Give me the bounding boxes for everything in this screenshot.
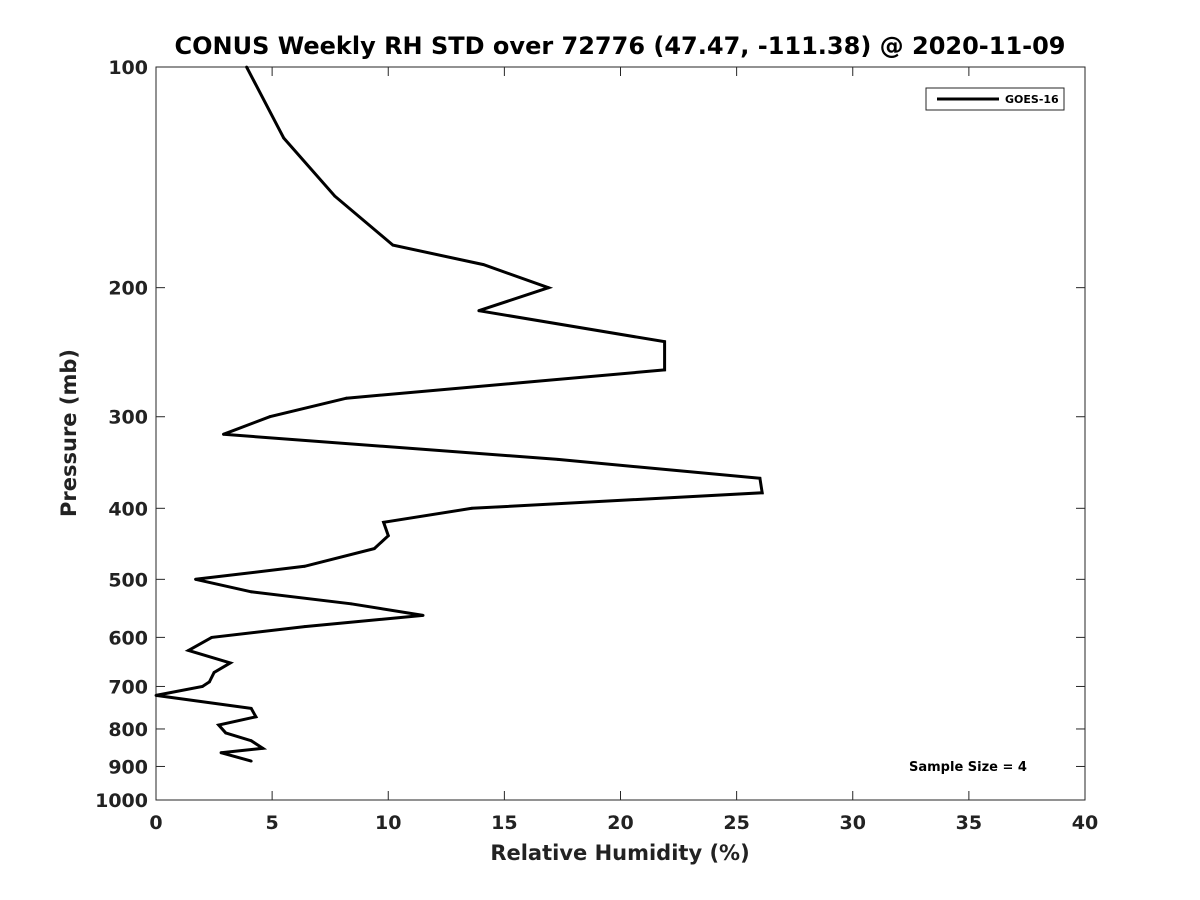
series-vertex-point	[386, 534, 390, 538]
x-tick-label: 15	[491, 812, 517, 834]
series-vertex-point	[187, 649, 190, 652]
series-vertex-point	[228, 661, 232, 665]
x-tick-label: 25	[723, 812, 749, 834]
series-vertex-point	[217, 723, 221, 727]
series-vertex-point	[470, 506, 474, 510]
series-vertex-point	[547, 286, 550, 290]
series-vertex-point	[194, 577, 197, 581]
series-vertex-point	[208, 680, 211, 684]
chart-title: CONUS Weekly RH STD over 72776 (47.47, -…	[174, 32, 1065, 60]
series-vertex-point	[303, 564, 306, 568]
series-vertex-point	[663, 340, 666, 344]
series-vertex-point	[249, 739, 253, 743]
series-vertex-point	[249, 759, 253, 763]
series-vertex-point	[556, 458, 560, 461]
series-vertex-point	[210, 636, 214, 639]
series-vertex-point	[268, 415, 272, 419]
series-vertex-point	[249, 707, 253, 710]
series-vertex-point	[372, 547, 376, 550]
x-tick-label: 0	[149, 812, 162, 834]
y-tick-label: 500	[108, 569, 148, 591]
x-tick-label: 35	[956, 812, 982, 834]
series-vertex-point	[282, 136, 286, 140]
series-vertex-point	[663, 368, 666, 372]
y-tick-label: 100	[108, 57, 148, 79]
series-vertex-point	[477, 309, 481, 313]
y-tick-label: 700	[108, 676, 148, 698]
y-tick-label: 200	[108, 278, 148, 300]
series-vertex-point	[254, 715, 258, 719]
ticks-layer: 0 5 10 15 20 25 30 35 40 100 200 300 400 500 600 700 800…	[95, 57, 1098, 834]
legend: GOES-16	[925, 87, 1065, 111]
series-vertex-point	[212, 671, 216, 674]
y-tick-label: 300	[108, 407, 148, 429]
series-vertex-point	[391, 243, 395, 247]
x-tick-label: 40	[1072, 812, 1098, 834]
legend-label-goes16: GOES-16	[1005, 93, 1059, 106]
series-vertex-point	[760, 491, 764, 495]
series-vertex-point	[201, 685, 204, 688]
series-vertex-point	[245, 65, 249, 69]
series-line-goes16	[155, 66, 764, 763]
series-vertex-point	[382, 520, 385, 524]
series-vertex-point	[482, 263, 485, 266]
series-vertex-point	[421, 614, 425, 617]
plot-area-frame	[155, 66, 1086, 801]
x-tick-label: 20	[607, 812, 633, 834]
series-vertex-point	[303, 625, 306, 628]
series-vertex-point	[222, 432, 225, 436]
x-tick-label: 30	[840, 812, 866, 834]
series-vertex-point	[249, 590, 253, 594]
series-layer	[154, 65, 764, 763]
sample-size-annotation: Sample Size = 4	[909, 760, 1027, 775]
series-vertex-point	[154, 694, 158, 697]
y-tick-label: 1000	[95, 790, 148, 812]
x-tick-label: 5	[266, 812, 279, 834]
y-tick-label: 600	[108, 627, 148, 649]
x-axis-label: Relative Humidity (%)	[490, 841, 749, 865]
series-vertex-point	[333, 194, 337, 198]
y-tick-label: 400	[108, 498, 148, 520]
series-vertex-point	[349, 602, 353, 606]
series-vertex-point	[261, 746, 265, 750]
y-axis-label: Pressure (mb)	[57, 349, 81, 517]
y-tick-label: 800	[108, 719, 148, 741]
series-vertex-point	[219, 751, 223, 755]
series-vertex-point	[345, 396, 348, 400]
y-tick-label: 900	[108, 756, 148, 778]
x-tick-label: 10	[375, 812, 401, 834]
series-vertex-point	[224, 731, 228, 735]
series-vertex-point	[758, 476, 762, 480]
